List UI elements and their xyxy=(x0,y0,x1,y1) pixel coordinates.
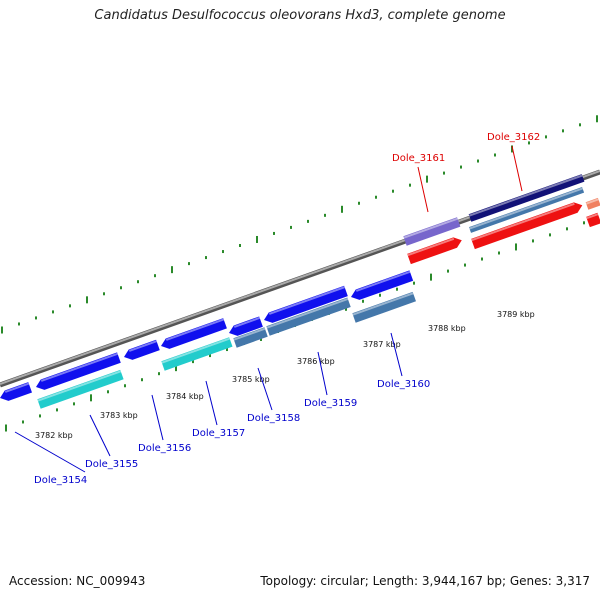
gene-dole-3159-body xyxy=(264,285,348,323)
gene-dole-3162-shine xyxy=(471,202,575,242)
gene-cyan-1-body xyxy=(37,369,124,409)
gene-label-dole-3159: Dole_3159 xyxy=(304,398,357,409)
kbp-label: 3789 kbp xyxy=(497,310,535,319)
gene-label-dole-3161: Dole_3161 xyxy=(392,153,445,164)
gene-steel-1-shine xyxy=(233,327,266,341)
gene-label-dole-3154: Dole_3154 xyxy=(34,475,87,486)
gene-dole-3158 xyxy=(229,316,263,336)
gene-steel-1-body xyxy=(233,327,268,348)
gene-dole-3156-body xyxy=(124,339,160,360)
gene-dole-3161-purple-body xyxy=(403,217,461,246)
gene-dole-3162-navy-body xyxy=(468,174,585,222)
gene-label-leader xyxy=(89,414,111,457)
gene-cyan-1-shine xyxy=(37,370,122,402)
kbp-label: 3784 kbp xyxy=(166,392,204,401)
gene-label-leader xyxy=(205,380,218,426)
topology-text: Topology: circular; Length: 3,944,167 bp… xyxy=(260,574,590,588)
outer-tick-row xyxy=(1,115,598,334)
gene-steel-1 xyxy=(233,327,268,348)
gene-dole-3161-shine xyxy=(407,237,455,257)
kbp-label: 3786 kbp xyxy=(297,357,335,366)
gene-partial-edge-shine xyxy=(585,198,599,205)
gene-label-dole-3156: Dole_3156 xyxy=(138,443,191,454)
gene-labels: Dole_3154Dole_3155Dole_3156Dole_3157Dole… xyxy=(14,132,540,486)
gene-partial-red-shine xyxy=(586,213,599,220)
gene-dole-3158-shine xyxy=(233,316,261,328)
gene-steel-3-body xyxy=(352,291,416,323)
gene-steel-3-shine xyxy=(352,292,414,316)
genome-title: Candidatus Desulfococcus oleovorans Hxd3… xyxy=(94,8,506,23)
gene-dole-3154-body xyxy=(0,382,32,401)
gene-features xyxy=(0,174,600,409)
gene-dole-3162-body xyxy=(471,202,583,250)
gene-label-leader xyxy=(317,351,328,396)
gene-partial-red-body xyxy=(586,212,600,228)
accession-text: Accession: NC_009943 xyxy=(9,574,146,588)
gene-cyan-2-shine xyxy=(161,337,231,364)
gene-dole-3156 xyxy=(124,339,160,360)
gene-label-leader xyxy=(257,367,273,411)
gene-dole-3161-purple-shine xyxy=(403,217,458,239)
gene-dole-3159-shine xyxy=(268,286,345,315)
gene-partial-red xyxy=(586,212,600,228)
gene-steel-3 xyxy=(352,291,416,323)
gene-label-leader xyxy=(417,166,429,213)
gene-dole-3157-body xyxy=(161,318,227,349)
inner-tick-row xyxy=(5,221,585,432)
gene-dole-3160 xyxy=(351,270,414,300)
gene-dole-3162-steel-shine xyxy=(469,187,583,230)
gene-dole-3162-steel xyxy=(468,187,585,233)
gene-label-dole-3155: Dole_3155 xyxy=(85,459,138,470)
gene-label-leader xyxy=(151,394,164,441)
gene-dole-3157 xyxy=(161,318,227,349)
kbp-label: 3787 kbp xyxy=(363,340,401,349)
gene-label-dole-3157: Dole_3157 xyxy=(192,428,245,439)
gene-dole-3157-shine xyxy=(165,318,225,341)
gene-steel-2 xyxy=(266,297,351,336)
kbp-label: 3782 kbp xyxy=(35,431,73,440)
gene-partial-edge-body xyxy=(585,197,600,210)
gene-dole-3155-shine xyxy=(40,352,118,382)
gene-dole-3160-body xyxy=(351,270,414,300)
gene-label-dole-3162: Dole_3162 xyxy=(487,132,540,143)
gene-dole-3154-shine xyxy=(4,382,30,393)
gene-dole-3156-shine xyxy=(128,340,157,352)
gene-label-leader xyxy=(14,431,86,473)
gene-dole-3162-steel-body xyxy=(468,187,585,233)
gene-dole-3155-body xyxy=(36,352,121,390)
kbp-labels: 3782 kbp 3783 kbp 3784 kbp 3785 kbp 3786 kbp… xyxy=(35,310,535,440)
gene-dole-3162-navy xyxy=(468,174,585,222)
gene-dole-3159 xyxy=(264,285,348,323)
gene-dole-3161-body xyxy=(407,237,462,265)
gene-dole-3154 xyxy=(0,382,32,401)
gene-steel-2-body xyxy=(266,297,351,336)
gene-dole-3160-shine xyxy=(355,270,411,292)
gene-cyan-2 xyxy=(161,337,233,371)
gene-dole-3155 xyxy=(36,352,121,390)
gene-dole-3161-purple xyxy=(403,217,461,246)
gene-label-leader xyxy=(511,145,523,192)
gene-cyan-1 xyxy=(37,369,124,409)
gene-dole-3161 xyxy=(407,237,462,265)
gene-label-dole-3158: Dole_3158 xyxy=(247,413,300,424)
gene-partial-edge xyxy=(585,197,600,210)
gene-dole-3158-body xyxy=(229,316,263,336)
gene-cyan-2-body xyxy=(161,337,233,371)
gene-label-leader xyxy=(390,332,403,377)
gene-steel-2-shine xyxy=(266,297,349,329)
kbp-label: 3785 kbp xyxy=(232,375,270,384)
gene-dole-3162-navy-shine xyxy=(468,174,583,217)
kbp-label: 3788 kbp xyxy=(428,324,466,333)
kbp-label: 3783 kbp xyxy=(100,411,138,420)
gene-label-dole-3160: Dole_3160 xyxy=(377,379,430,390)
gene-dole-3162 xyxy=(471,202,583,250)
